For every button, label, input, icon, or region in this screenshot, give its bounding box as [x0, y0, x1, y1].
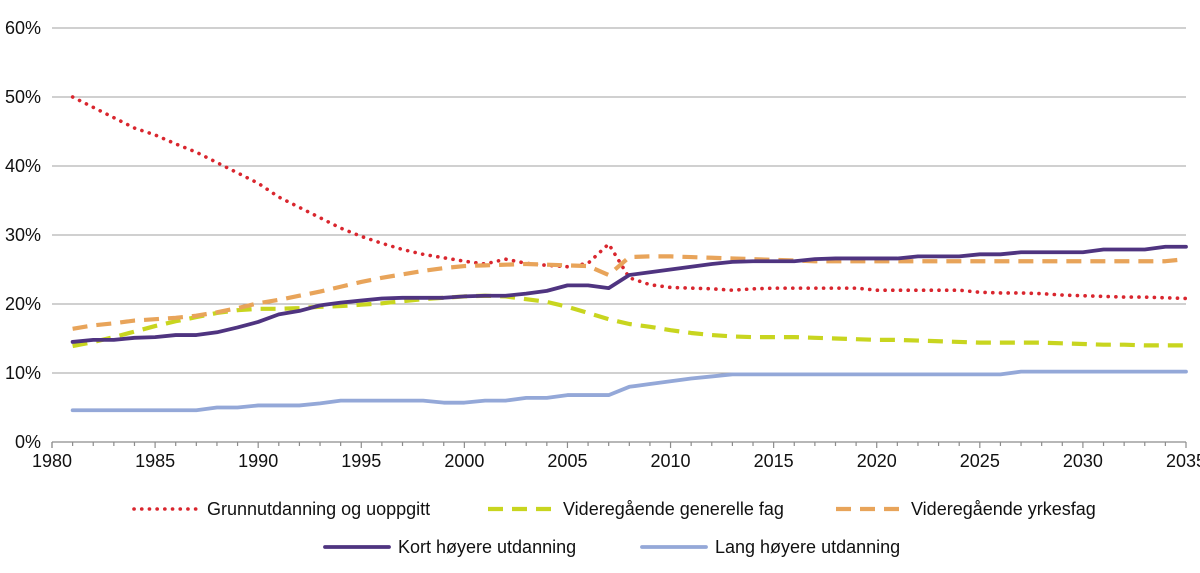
y-tick-label: 20%	[5, 294, 41, 314]
x-tick-label: 2010	[651, 451, 691, 471]
x-tick-label: 2025	[960, 451, 1000, 471]
x-tick-label: 1985	[135, 451, 175, 471]
legend-label: Grunnutdanning og uoppgitt	[207, 499, 430, 519]
x-tick-label: 2035	[1166, 451, 1200, 471]
legend-label: Lang høyere utdanning	[715, 537, 900, 557]
legend-label: Videregående generelle fag	[563, 499, 784, 519]
legend: Grunnutdanning og uoppgitt Videregående g…	[132, 499, 1096, 557]
x-tick-label: 2000	[444, 451, 484, 471]
y-tick-label: 40%	[5, 156, 41, 176]
series-line-1	[70, 95, 1188, 301]
series-line-2	[72, 293, 1186, 349]
x-tick-label: 1980	[32, 451, 72, 471]
y-tick-label: 0%	[15, 432, 41, 452]
series-lines	[70, 95, 1188, 413]
x-tick-label: 2030	[1063, 451, 1103, 471]
y-tick-labels: 0% 10% 20% 30% 40% 50% 60%	[5, 18, 41, 452]
legend-label: Videregående yrkesfag	[911, 499, 1096, 519]
y-tick-label: 10%	[5, 363, 41, 383]
series-line-5	[70, 369, 1188, 413]
series-line-4	[70, 244, 1188, 344]
y-tick-label: 30%	[5, 225, 41, 245]
series-line-3	[72, 254, 1187, 331]
x-tick-labels: 1980 1985 1990 1995 2000 2005 2010 2015 2020 2025…	[32, 451, 1200, 471]
x-tick-label: 2015	[754, 451, 794, 471]
axes	[51, 441, 1187, 448]
y-tick-label: 50%	[5, 87, 41, 107]
x-tick-label: 1990	[238, 451, 278, 471]
x-tick-label: 2005	[547, 451, 587, 471]
x-tick-label: 2020	[857, 451, 897, 471]
y-tick-label: 60%	[5, 18, 41, 38]
x-tick-label: 1995	[341, 451, 381, 471]
legend-label: Kort høyere utdanning	[398, 537, 576, 557]
